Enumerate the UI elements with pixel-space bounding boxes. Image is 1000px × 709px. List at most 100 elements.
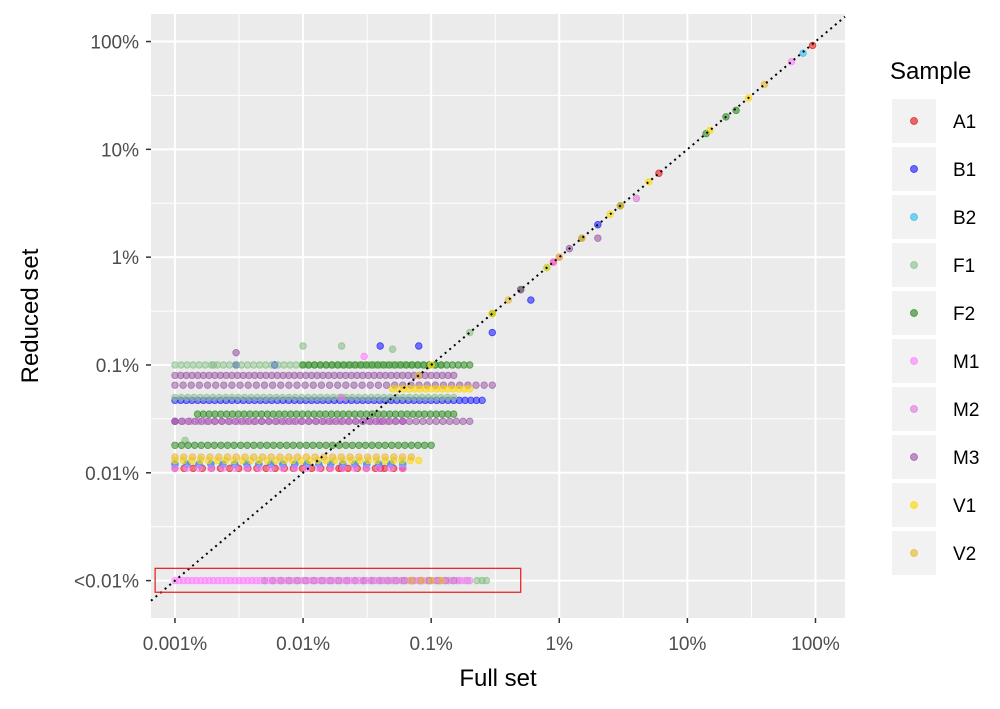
point-v2 (355, 453, 363, 461)
point-m3 (459, 417, 467, 426)
point-m1 (291, 464, 299, 473)
point-f1 (189, 361, 197, 369)
point-b1 (478, 396, 486, 405)
legend-key (910, 213, 918, 221)
point-m3 (232, 348, 240, 357)
point-f2 (388, 441, 396, 449)
point-m3 (488, 381, 496, 389)
point-f2 (230, 441, 238, 449)
point-m3 (258, 417, 266, 426)
point-f1 (183, 393, 192, 402)
point-m3 (195, 381, 204, 389)
x-tick-label: 0.01% (276, 634, 330, 655)
point-m1 (279, 464, 287, 473)
point-f1 (431, 393, 439, 402)
point-f1 (195, 361, 203, 369)
legend-label: B2 (953, 208, 976, 229)
point-m3 (345, 417, 353, 426)
point-f2 (322, 441, 330, 449)
point-m1 (231, 464, 239, 473)
point-f1 (234, 393, 243, 402)
point-m1 (466, 576, 474, 585)
point-f1 (225, 361, 234, 369)
point-m2 (632, 194, 641, 203)
y-tick-label: 1% (112, 248, 140, 269)
point-v2 (206, 453, 214, 461)
point-f1 (209, 393, 217, 402)
point-m3 (325, 381, 334, 389)
point-m3 (338, 417, 347, 426)
legend-item-a1: A1 (892, 99, 976, 143)
point-f2 (289, 441, 297, 449)
x-axis: 0.001% 0.01% 0.1% 1% 10% 100% (143, 618, 840, 655)
point-m3 (220, 381, 228, 389)
legend-label: A1 (953, 112, 976, 133)
point-f2 (361, 441, 370, 449)
point-f1 (348, 393, 357, 402)
point-a1 (808, 41, 817, 50)
point-m3 (203, 381, 212, 389)
x-tick-label: 10% (668, 634, 706, 655)
legend-key (910, 453, 918, 461)
point-v2 (372, 453, 381, 461)
point-m3 (301, 381, 309, 389)
point-m3 (472, 381, 480, 389)
series-v2 (171, 80, 769, 585)
point-v2 (346, 453, 354, 461)
point-m3 (252, 381, 261, 389)
point-f1 (412, 393, 420, 402)
point-f2 (204, 441, 212, 449)
point-m1 (171, 464, 179, 473)
point-f1 (201, 361, 209, 369)
point-f2 (394, 441, 403, 449)
point-m3 (325, 417, 333, 426)
point-v1 (488, 309, 496, 318)
x-tick-label: 0.001% (143, 634, 208, 655)
point-m3 (238, 417, 246, 426)
point-f1 (177, 393, 186, 402)
point-v2 (285, 453, 293, 461)
point-f2 (276, 441, 284, 449)
point-f1 (354, 393, 363, 402)
point-m1 (399, 464, 407, 473)
point-f1 (405, 393, 414, 402)
point-f2 (420, 441, 429, 449)
point-m3 (271, 417, 280, 426)
y-tick-label: 100% (90, 33, 139, 54)
point-m1 (219, 464, 227, 473)
point-f1 (286, 361, 294, 369)
legend-label: F1 (953, 256, 975, 277)
point-v2 (188, 453, 197, 461)
point-m3 (374, 381, 383, 389)
legend-key (910, 261, 918, 269)
point-f2 (243, 441, 251, 449)
point-f2 (217, 441, 225, 449)
point-m3 (392, 417, 400, 426)
point-f1 (316, 393, 325, 402)
point-f1 (367, 393, 376, 402)
point-f2 (368, 441, 376, 449)
point-m3 (317, 381, 326, 389)
point-m1 (183, 464, 191, 473)
point-v2 (267, 453, 275, 461)
point-m3 (268, 381, 277, 389)
point-f1 (292, 361, 300, 369)
point-f2 (210, 441, 219, 449)
point-m3 (366, 381, 374, 389)
point-m1 (255, 464, 263, 473)
point-f1 (299, 342, 307, 350)
point-m3 (291, 417, 300, 426)
legend-item-b2: B2 (892, 195, 976, 239)
point-m3 (311, 417, 320, 426)
point-f2 (190, 441, 199, 449)
point-f1 (196, 393, 205, 402)
point-f2 (282, 441, 291, 449)
point-m3 (405, 417, 414, 426)
overlay (150, 15, 846, 602)
point-m3 (352, 417, 360, 426)
highlight-box (154, 567, 522, 593)
panel-background (151, 14, 845, 618)
legend-item-f1: F1 (892, 243, 975, 287)
point-m1 (351, 464, 359, 473)
